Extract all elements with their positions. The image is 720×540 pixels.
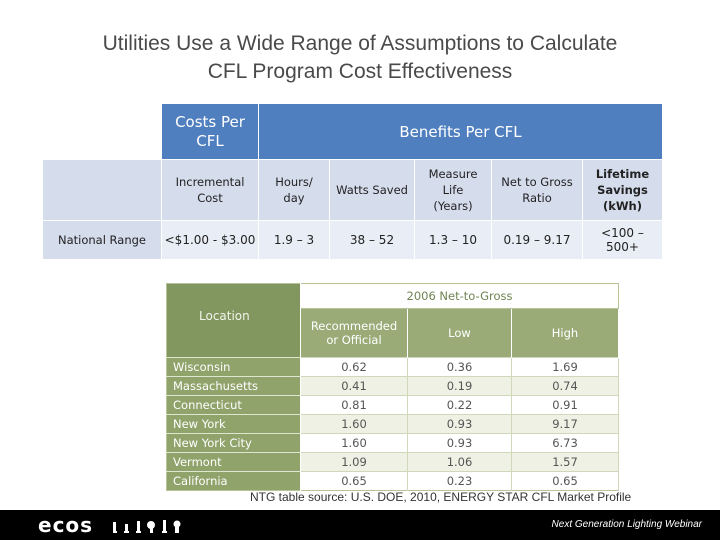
subheader-net-to-gross: Net to Gross Ratio <box>491 159 583 221</box>
source-note: NTG table source: U.S. DOE, 2010, ENERGY… <box>250 490 632 504</box>
location-cell: California <box>166 471 301 491</box>
subheader-measure-life: Measure Life (Years) <box>414 159 492 221</box>
table-row: Wisconsin 0.62 0.36 1.69 <box>166 357 619 377</box>
ntg-group-header: 2006 Net-to-Gross <box>300 283 619 309</box>
high-cell: 0.91 <box>511 395 619 415</box>
high-cell: 0.65 <box>511 471 619 491</box>
title-line-2: CFL Program Cost Effectiveness <box>207 60 513 83</box>
table-row: Connecticut 0.81 0.22 0.91 <box>166 395 619 415</box>
table-corner <box>42 103 162 160</box>
subheader-incremental-cost: Incremental Cost <box>161 159 259 221</box>
table-row: New York City 1.60 0.93 6.73 <box>166 433 619 453</box>
lightbulb-icon <box>173 520 181 533</box>
value-lifetime-savings: <100 – 500+ <box>582 220 663 260</box>
high-cell: 1.69 <box>511 357 619 377</box>
location-header: Location <box>166 283 301 358</box>
table-row: California 0.65 0.23 0.65 <box>166 471 619 491</box>
recommended-cell: 1.09 <box>300 452 408 472</box>
footer-bar: ecos Next Generation Lighting Webinar <box>0 510 720 540</box>
benefits-header: Benefits Per CFL <box>258 103 663 160</box>
table-row: Vermont 1.09 1.06 1.57 <box>166 452 619 472</box>
webinar-tagline: Next Generation Lighting Webinar <box>551 519 702 530</box>
recommended-cell: 0.62 <box>300 357 408 377</box>
location-cell: Wisconsin <box>166 357 301 377</box>
low-cell: 0.93 <box>407 433 512 453</box>
low-cell: 0.19 <box>407 376 512 396</box>
lightbulb-icons <box>113 520 181 533</box>
low-cell: 1.06 <box>407 452 512 472</box>
recommended-cell: 1.60 <box>300 433 408 453</box>
location-cell: Massachusetts <box>166 376 301 396</box>
value-watts-saved: 38 – 52 <box>329 220 415 260</box>
low-cell: 0.23 <box>407 471 512 491</box>
subheader-blank <box>42 159 162 221</box>
recommended-cell: 1.60 <box>300 414 408 434</box>
recommended-cell: 0.81 <box>300 395 408 415</box>
ntg-table: Location 2006 Net-to-Gross Recommended o… <box>166 283 619 491</box>
lightbulb-icon <box>124 524 129 533</box>
high-cell: 1.57 <box>511 452 619 472</box>
recommended-cell: 0.65 <box>300 471 408 491</box>
col-low-header: Low <box>407 308 512 358</box>
lightbulb-icon <box>147 521 155 533</box>
value-net-to-gross: 0.19 – 9.17 <box>491 220 583 260</box>
high-cell: 6.73 <box>511 433 619 453</box>
assumptions-table: Costs Per CFL Benefits Per CFL Increment… <box>42 103 663 260</box>
location-cell: New York City <box>166 433 301 453</box>
table-row: New York 1.60 0.93 9.17 <box>166 414 619 434</box>
subheader-hours-per-day: Hours/ day <box>258 159 330 221</box>
location-cell: Vermont <box>166 452 301 472</box>
high-cell: 9.17 <box>511 414 619 434</box>
low-cell: 0.93 <box>407 414 512 434</box>
ecos-logo: ecos <box>38 513 94 537</box>
lightbulb-icon <box>113 522 117 533</box>
col-high-header: High <box>511 308 619 358</box>
costs-header: Costs Per CFL <box>161 103 259 160</box>
col-recommended-header: Recommended or Official <box>300 308 408 358</box>
table-row: Massachusetts 0.41 0.19 0.74 <box>166 376 619 396</box>
row-label-national-range: National Range <box>42 220 162 260</box>
title-line-1: Utilities Use a Wide Range of Assumption… <box>102 32 618 55</box>
high-cell: 0.74 <box>511 376 619 396</box>
value-hours-per-day: 1.9 – 3 <box>258 220 330 260</box>
subheader-watts-saved: Watts Saved <box>329 159 415 221</box>
slide-title: Utilities Use a Wide Range of Assumption… <box>0 30 720 86</box>
location-cell: New York <box>166 414 301 434</box>
recommended-cell: 0.41 <box>300 376 408 396</box>
value-incremental-cost: <$1.00 - $3.00 <box>161 220 259 260</box>
lightbulb-icon <box>162 520 167 533</box>
value-measure-life: 1.3 – 10 <box>414 220 492 260</box>
subheader-lifetime-savings: Lifetime Savings (kWh) <box>582 159 663 221</box>
lightbulb-icon <box>136 521 141 533</box>
low-cell: 0.22 <box>407 395 512 415</box>
location-cell: Connecticut <box>166 395 301 415</box>
low-cell: 0.36 <box>407 357 512 377</box>
